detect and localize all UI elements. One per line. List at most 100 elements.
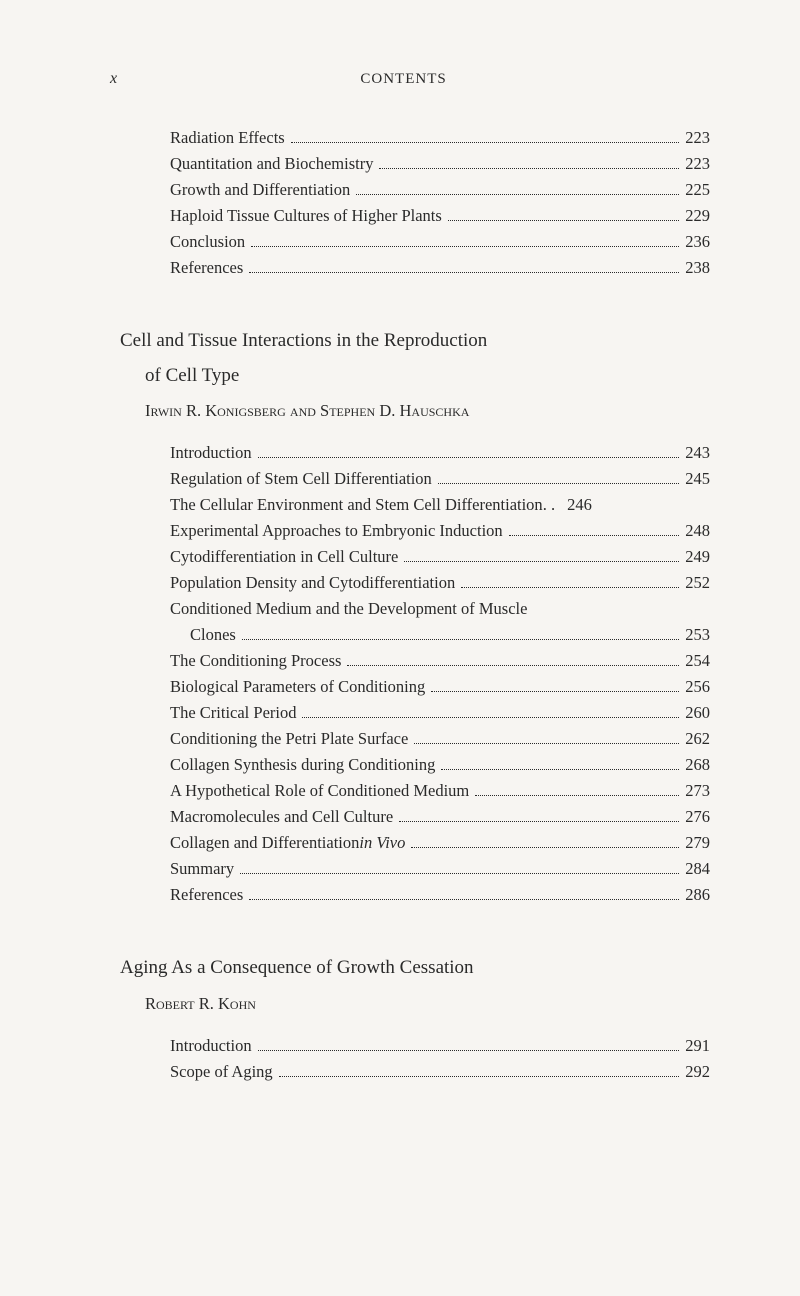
entry-title: Growth and Differentiation: [170, 180, 350, 200]
entry-title: Collagen Synthesis during Conditioning: [170, 755, 435, 775]
entry-page: 238: [685, 258, 710, 278]
entry-title-line2: Clones: [190, 625, 236, 645]
dots: [242, 639, 679, 640]
entry-page: 279: [685, 833, 710, 853]
toc-entry: Conclusion 236: [110, 232, 710, 252]
toc-entry: The Cellular Environment and Stem Cell D…: [110, 495, 710, 515]
entry-title: Scope of Aging: [170, 1062, 273, 1082]
entry-page: 286: [685, 885, 710, 905]
entry-title: Conclusion: [170, 232, 245, 252]
section-2-heading-cont: of Cell Type: [110, 363, 710, 390]
toc-entry-italic: Collagen and Differentiation in Vivo 279: [110, 833, 710, 853]
entry-page: 245: [685, 469, 710, 489]
entry-title-italic: in Vivo: [359, 833, 405, 853]
toc-entry: Biological Parameters of Conditioning 25…: [110, 677, 710, 697]
dots: [240, 873, 679, 874]
toc-entry: The Critical Period 260: [110, 703, 710, 723]
toc-entry: A Hypothetical Role of Conditioned Mediu…: [110, 781, 710, 801]
entry-title-line1: Conditioned Medium and the Development o…: [170, 599, 527, 619]
entry-page: 248: [685, 521, 710, 541]
dots: [302, 717, 679, 718]
dots: [291, 142, 680, 143]
entry-title: Introduction: [170, 1036, 252, 1056]
heading-text: Aging As a Consequence of Growth Cessati…: [120, 957, 474, 978]
entry-page: 252: [685, 573, 710, 593]
entry-page: 223: [685, 128, 710, 148]
toc-entry: Introduction 243: [110, 443, 710, 463]
toc-entry: Conditioning the Petri Plate Surface 262: [110, 729, 710, 749]
dots: [258, 1050, 680, 1051]
toc-entry: Regulation of Stem Cell Differentiation …: [110, 469, 710, 489]
entry-page: 276: [685, 807, 710, 827]
entry-title: Regulation of Stem Cell Differentiation: [170, 469, 432, 489]
section-1-entries: Radiation Effects 223 Quantitation and B…: [110, 128, 710, 278]
entry-page: 291: [685, 1036, 710, 1056]
page-number: x: [110, 70, 117, 88]
entry-title: Experimental Approaches to Embryonic Ind…: [170, 521, 503, 541]
entry-title: The Critical Period: [170, 703, 296, 723]
entry-title: A Hypothetical Role of Conditioned Mediu…: [170, 781, 469, 801]
entry-page: 256: [685, 677, 710, 697]
toc-entry: Summary 284: [110, 859, 710, 879]
entry-title-prefix: Collagen and Differentiation: [170, 833, 359, 853]
dots: [279, 1076, 680, 1077]
toc-entry: Macromolecules and Cell Culture 276: [110, 807, 710, 827]
entry-title: Population Density and Cytodifferentiati…: [170, 573, 455, 593]
entry-title-suffix: . .: [543, 495, 555, 515]
dots: [249, 272, 679, 273]
entry-page: 246: [567, 495, 592, 515]
dots: [461, 587, 679, 588]
section-3-author: Robert R. Kohn: [110, 994, 710, 1014]
section-3-entries: Introduction 291 Scope of Aging 292: [110, 1036, 710, 1082]
toc-entry: Cytodifferentiation in Cell Culture 249: [110, 547, 710, 567]
dots: [414, 743, 679, 744]
dots: [431, 691, 679, 692]
entry-page: 243: [685, 443, 710, 463]
entry-page: 254: [685, 651, 710, 671]
toc-entry: Population Density and Cytodifferentiati…: [110, 573, 710, 593]
dots: [438, 483, 679, 484]
entry-title: The Cellular Environment and Stem Cell D…: [170, 495, 543, 515]
section-2-heading: Cell and Tissue Interactions in the Repr…: [110, 328, 710, 355]
entry-title: Biological Parameters of Conditioning: [170, 677, 425, 697]
toc-entry: Scope of Aging 292: [110, 1062, 710, 1082]
entry-page: 273: [685, 781, 710, 801]
entry-title: References: [170, 885, 243, 905]
dots: [399, 821, 679, 822]
toc-entry: Introduction 291: [110, 1036, 710, 1056]
heading-line-1: Cell and Tissue Interactions in the Repr…: [120, 330, 487, 351]
dots: [379, 168, 679, 169]
dots: [475, 795, 679, 796]
toc-entry: Experimental Approaches to Embryonic Ind…: [110, 521, 710, 541]
entry-page: 229: [685, 206, 710, 226]
entry-page: 225: [685, 180, 710, 200]
dots: [411, 847, 679, 848]
entry-title: Conditioning the Petri Plate Surface: [170, 729, 408, 749]
toc-entry: Collagen Synthesis during Conditioning 2…: [110, 755, 710, 775]
toc-entry: The Conditioning Process 254: [110, 651, 710, 671]
toc-entry: References 286: [110, 885, 710, 905]
dots: [249, 899, 679, 900]
dots: [509, 535, 680, 536]
dots: [448, 220, 679, 221]
entry-page: 292: [685, 1062, 710, 1082]
toc-entry: Quantitation and Biochemistry 223: [110, 154, 710, 174]
section-2-author: Irwin R. Konigsberg and Stephen D. Hausc…: [110, 401, 710, 421]
dots: [441, 769, 679, 770]
toc-entry: Growth and Differentiation 225: [110, 180, 710, 200]
dots: [356, 194, 679, 195]
entry-page: 268: [685, 755, 710, 775]
page-header: x CONTENTS: [110, 70, 710, 88]
entry-page: 223: [685, 154, 710, 174]
toc-entry-multiline-cont: Clones 253: [110, 625, 710, 645]
entry-page: 249: [685, 547, 710, 567]
entry-title: Quantitation and Biochemistry: [170, 154, 373, 174]
toc-entry-multiline: Conditioned Medium and the Development o…: [110, 599, 710, 619]
entry-page: 260: [685, 703, 710, 723]
entry-title: The Conditioning Process: [170, 651, 341, 671]
toc-entry: Radiation Effects 223: [110, 128, 710, 148]
entry-page: 262: [685, 729, 710, 749]
entry-title: Cytodifferentiation in Cell Culture: [170, 547, 398, 567]
toc-entry: References 238: [110, 258, 710, 278]
dots: [404, 561, 679, 562]
